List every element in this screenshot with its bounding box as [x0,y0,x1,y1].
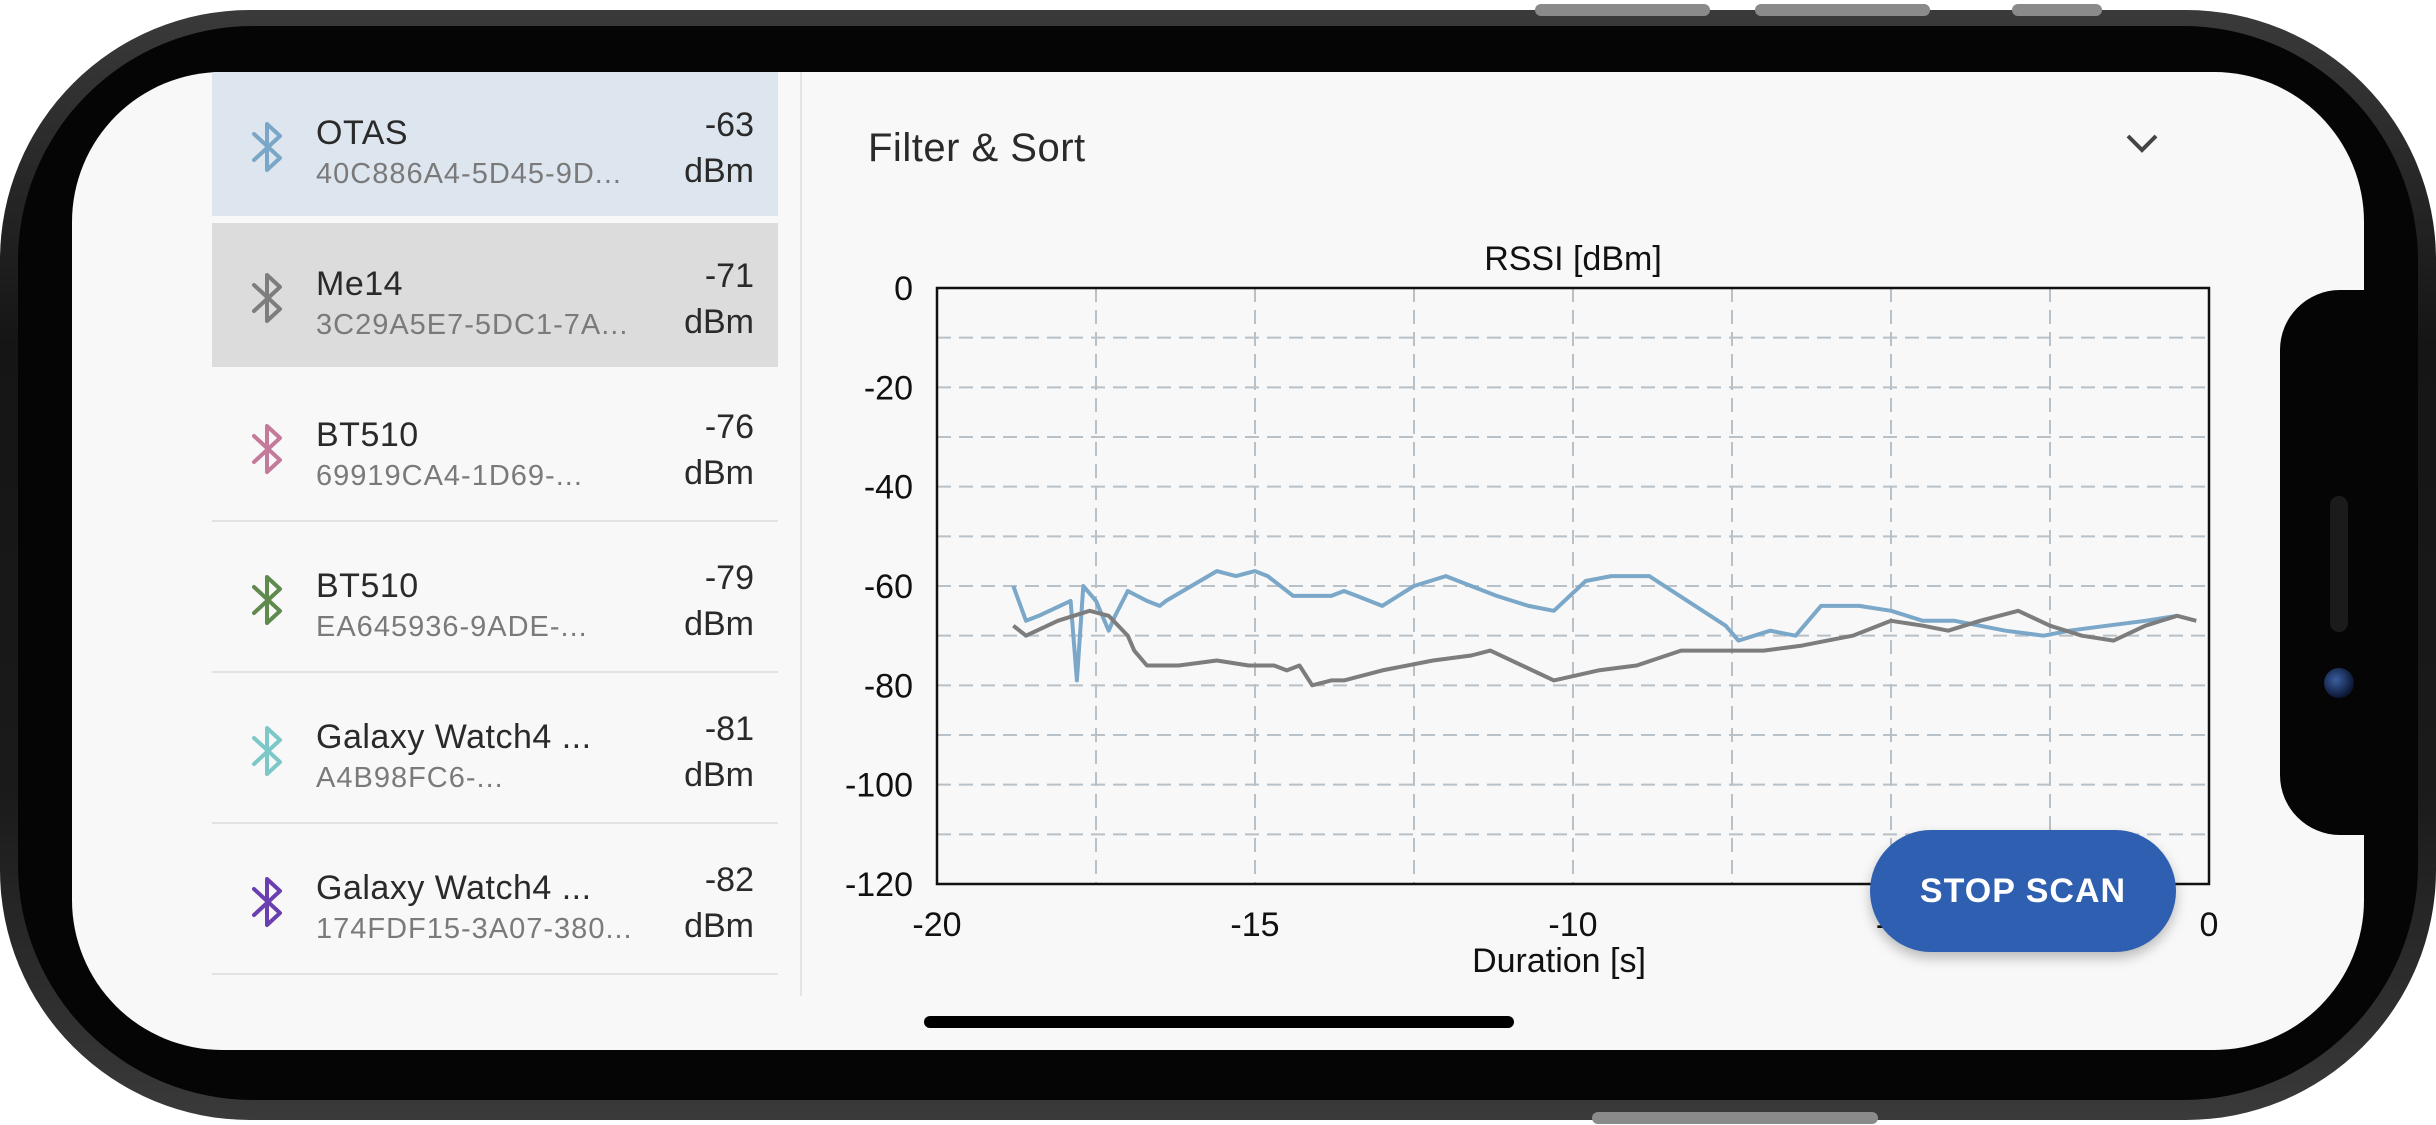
power-button [2012,4,2102,16]
chart-title: RSSI [dBm] [1484,240,1662,278]
y-tick-label: 0 [894,270,913,308]
device-name: BT510 [316,567,419,605]
bluetooth-icon [252,575,282,625]
device-name: BT510 [316,416,419,454]
device-rssi: -71 [704,257,754,295]
x-tick-label: -10 [1548,906,1597,944]
x-tick-label: -20 [912,906,961,944]
device-rssi-unit: dBm [684,454,754,492]
rssi-chart: 0-20-40-60-80-100-120-20-15-10-50RSSI [d… [845,240,2219,980]
device-rssi-unit: dBm [684,907,754,945]
bluetooth-icon [252,726,282,776]
bluetooth-icon [252,273,282,323]
series-line [1012,608,2197,688]
device-name: Me14 [316,265,404,303]
device-name: Galaxy Watch4 ... [316,718,592,756]
home-indicator [924,1016,1514,1028]
x-axis-label: Duration [s] [1472,942,1646,980]
chevron-down-icon[interactable] [2122,122,2162,162]
front-camera [2324,668,2354,698]
x-tick-label: 0 [2200,906,2219,944]
device-rssi: -63 [704,106,754,144]
bluetooth-icon [252,877,282,927]
device-address: A4B98FC6-... [316,762,504,794]
device-address: 40C886A4-5D45-9D... [316,158,622,190]
device-list-item[interactable]: BT510 EA645936-9ADE-... -79 dBm [212,525,778,673]
y-tick-label: -20 [864,369,913,407]
y-tick-label: -120 [845,866,913,904]
device-rssi: -79 [704,559,754,597]
device-name: OTAS [316,114,409,152]
device-list-item[interactable]: BT510 69919CA4-1D69-... -76 dBm [212,374,778,522]
device-list-item[interactable]: OTAS 40C886A4-5D45-9D... -63 dBm [212,72,778,220]
stop-scan-button[interactable]: STOP SCAN [1870,830,2176,952]
device-address: EA645936-9ADE-... [316,611,588,643]
y-tick-label: -60 [864,568,913,606]
y-tick-label: -80 [864,667,913,705]
device-list-item[interactable]: Galaxy Watch4 ... A4B98FC6-... -81 dBm [212,676,778,824]
device-rssi: -81 [704,710,754,748]
device-list-item[interactable]: Galaxy Watch4 ... 174FDF15-3A07-380... -82… [212,827,778,975]
app-screen: OTAS 40C886A4-5D45-9D... -63 dBm Me14 3C29A5E… [72,72,2364,1050]
y-tick-label: -40 [864,469,913,507]
device-address: 3C29A5E7-5DC1-7A... [316,309,629,341]
device-rssi: -76 [704,408,754,446]
volume-button [1535,4,1710,16]
device-rssi-unit: dBm [684,605,754,643]
device-address: 174FDF15-3A07-380... [316,913,633,945]
device-rssi-unit: dBm [684,152,754,190]
device-list-item[interactable]: Me14 3C29A5E7-5DC1-7A... -71 dBm [212,223,778,371]
bluetooth-icon [252,122,282,172]
plot-frame [935,286,2211,886]
panel-divider [800,72,802,996]
bluetooth-icon [252,424,282,474]
side-button [1592,1112,1878,1124]
filter-sort-title[interactable]: Filter & Sort [868,126,1086,170]
device-rssi-unit: dBm [684,756,754,794]
device-rssi: -82 [704,861,754,899]
x-tick-label: -15 [1230,906,1279,944]
volume-button [1755,4,1930,16]
device-address: 69919CA4-1D69-... [316,460,583,492]
device-rssi-unit: dBm [684,303,754,341]
speaker-slit [2330,496,2348,632]
y-tick-label: -100 [845,767,913,805]
device-list: OTAS 40C886A4-5D45-9D... -63 dBm Me14 3C29A5E… [212,72,852,1050]
device-name: Galaxy Watch4 ... [316,869,592,907]
